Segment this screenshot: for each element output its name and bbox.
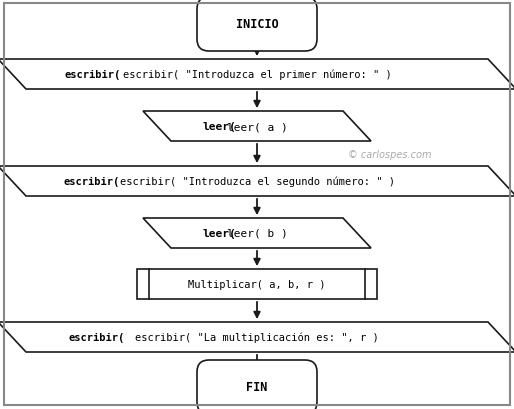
Polygon shape — [143, 218, 371, 248]
Text: leer(: leer( — [203, 229, 236, 238]
Text: © carlospes.com: © carlospes.com — [348, 150, 432, 160]
Text: leer(: leer( — [203, 122, 236, 132]
Text: escribir( "Introduzca el segundo número: " ): escribir( "Introduzca el segundo número:… — [119, 176, 395, 187]
Polygon shape — [143, 112, 371, 142]
Text: FIN: FIN — [246, 380, 268, 393]
Text: escribir( "La multiplicación es: ", r ): escribir( "La multiplicación es: ", r ) — [135, 332, 379, 342]
Text: Multiplicar( a, b, r ): Multiplicar( a, b, r ) — [188, 279, 326, 289]
Text: INICIO: INICIO — [235, 18, 279, 31]
Text: escribir(: escribir( — [64, 70, 120, 80]
Text: leer( a ): leer( a ) — [227, 122, 287, 132]
Polygon shape — [0, 166, 514, 196]
Text: leer( b ): leer( b ) — [227, 229, 287, 238]
FancyBboxPatch shape — [197, 0, 317, 52]
Polygon shape — [0, 322, 514, 352]
Text: escribir(: escribir( — [69, 332, 125, 342]
Text: escribir(: escribir( — [63, 177, 119, 187]
Bar — [137, 270, 377, 299]
Text: escribir( "Introduzca el primer número: " ): escribir( "Introduzca el primer número: … — [123, 70, 391, 80]
FancyBboxPatch shape — [197, 360, 317, 409]
Polygon shape — [0, 60, 514, 90]
